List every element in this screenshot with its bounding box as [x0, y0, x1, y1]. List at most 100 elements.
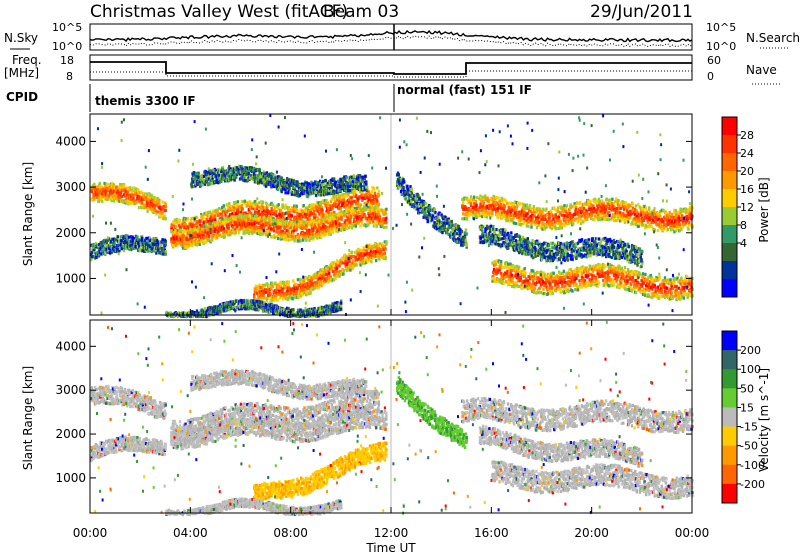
echo-cell — [305, 212, 309, 216]
nsearch-line — [89, 35, 693, 48]
echo-cell — [334, 227, 337, 231]
echo-cell — [323, 217, 326, 221]
echo-cell — [122, 186, 125, 190]
echo-cell — [140, 190, 143, 194]
echo-cell — [97, 183, 101, 187]
echo-cell — [264, 206, 267, 210]
echo-cell — [247, 231, 251, 236]
cpid-segment-2: normal (fast) 151 IF — [397, 83, 532, 97]
echo-cell — [267, 226, 270, 230]
echo-cell — [155, 197, 158, 201]
echo-cell — [247, 204, 250, 208]
echo-cell — [331, 211, 334, 215]
echo-cell — [229, 231, 232, 235]
echo-cell — [276, 236, 280, 241]
echo-cell — [161, 211, 164, 215]
echo-cell — [358, 214, 361, 219]
echo-cell — [330, 221, 333, 225]
echo-cell — [354, 209, 357, 213]
echo-cell — [257, 213, 260, 218]
echo-cell — [334, 198, 337, 202]
echo-cell — [385, 225, 388, 229]
echo-cell — [354, 224, 357, 228]
echo-cell — [349, 220, 352, 224]
echo-cell — [199, 219, 202, 223]
echo-cell — [246, 227, 249, 231]
echo-cell — [198, 239, 201, 244]
echo-cell — [316, 216, 319, 220]
echo-cell — [406, 184, 409, 188]
echo-cell — [410, 187, 414, 191]
echo-cell — [300, 220, 303, 225]
echo-cell — [288, 207, 291, 211]
echo-cell — [162, 204, 166, 209]
echo-cell — [291, 221, 294, 225]
echo-cell — [193, 223, 197, 227]
figure-title: Christmas Valley West (fitACF) — [90, 2, 348, 22]
echo-cell — [312, 237, 315, 241]
echo-cell — [468, 207, 471, 212]
echo-cell — [104, 193, 108, 197]
echo-cell — [191, 185, 194, 189]
echo-cell — [114, 194, 117, 198]
echo-cell — [258, 218, 261, 222]
echo-cell — [185, 233, 189, 237]
echo-cell — [283, 206, 287, 210]
echo-cell — [192, 240, 195, 244]
echo-cell — [292, 220, 295, 224]
echo-cell — [366, 200, 370, 204]
echo-cell — [350, 226, 354, 230]
echo-cell — [292, 279, 295, 283]
echo-cell — [346, 226, 349, 230]
echo-cell — [322, 182, 326, 187]
echo-cell — [309, 212, 312, 216]
echo-cell — [338, 225, 341, 229]
echo-cell — [342, 198, 345, 202]
echo-cell — [96, 195, 99, 199]
beam-label: Beam 03 — [323, 2, 399, 22]
echo-cell — [175, 217, 179, 221]
echo-cell — [233, 222, 237, 226]
echo-cell — [189, 219, 193, 223]
echo-cell — [164, 252, 167, 256]
echo-cell — [207, 238, 210, 242]
echo-cell — [347, 192, 350, 196]
echo-cell — [191, 236, 194, 240]
echo-cell — [218, 233, 222, 237]
echo-cell — [189, 242, 193, 246]
echo-cell — [370, 203, 373, 208]
echo-cell — [217, 233, 220, 237]
echo-cell — [280, 215, 283, 219]
echo-cell — [476, 196, 479, 200]
echo-cell — [225, 232, 228, 236]
echo-cell — [230, 218, 234, 222]
echo-cell — [248, 200, 251, 204]
echo-cell — [226, 215, 229, 219]
echo-cell — [188, 238, 191, 242]
echo-cell — [232, 206, 236, 210]
echo-cell — [254, 216, 257, 220]
echo-cell — [248, 210, 251, 215]
echo-cell — [118, 196, 121, 200]
echo-cell — [240, 204, 244, 208]
echo-cell — [325, 203, 328, 207]
echo-cell — [360, 221, 364, 225]
echo-cell — [262, 209, 265, 213]
echo-cell — [375, 197, 378, 201]
echo-cell — [146, 209, 149, 213]
echo-cell — [258, 212, 262, 216]
echo-cell — [469, 202, 473, 206]
echo-cell — [335, 202, 338, 207]
echo-cell — [373, 193, 377, 197]
echo-cell — [337, 195, 340, 199]
date-label: 29/Jun/2011 — [590, 2, 693, 22]
echo-cell — [324, 229, 328, 233]
echo-cell — [385, 207, 388, 211]
echo-cell — [259, 207, 262, 211]
echo-cell — [271, 235, 274, 239]
echo-cell — [360, 208, 364, 212]
echo-cell — [279, 225, 282, 229]
echo-cell — [106, 197, 109, 202]
echo-cell — [266, 296, 269, 300]
echo-cell — [312, 232, 315, 236]
